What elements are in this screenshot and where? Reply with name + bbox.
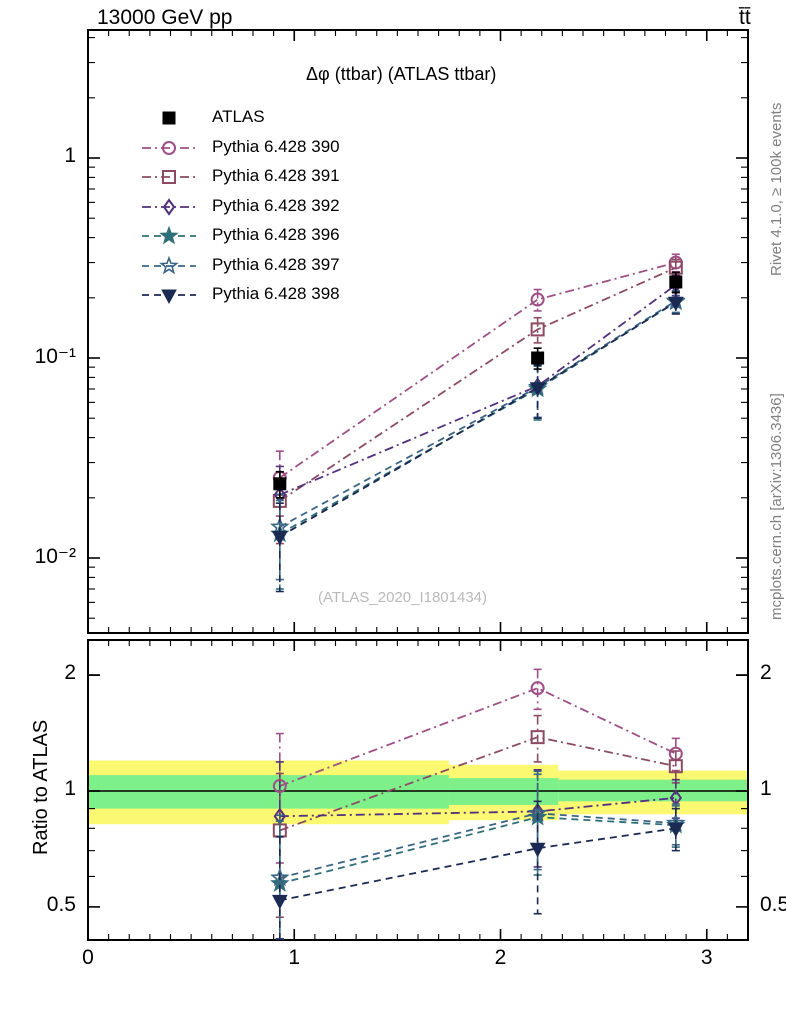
- ratio-ytick-right-1: 1: [760, 777, 772, 800]
- marker-square-filled: [273, 477, 287, 491]
- marker-circle-open: [530, 292, 545, 307]
- legend-sample: [162, 111, 176, 125]
- header-process-label: t̄t̄: [739, 6, 751, 29]
- marker-square-open: [162, 170, 176, 184]
- ratio-ytick-left-1: 1: [64, 777, 76, 800]
- marker-star-filled: [159, 225, 179, 245]
- legend-label: Pythia 6.428 397: [212, 254, 340, 274]
- series-pythia-6-428-397: [270, 289, 686, 581]
- marker-square-filled: [669, 275, 683, 289]
- marker-triangle-down: [529, 842, 546, 858]
- legend-sample: [142, 197, 196, 216]
- marker-square-open: [530, 730, 545, 745]
- xtick-1: 1: [288, 946, 301, 969]
- legend-sample: [142, 255, 196, 274]
- legend-label: Pythia 6.428 398: [212, 284, 340, 303]
- marker-triangle-down: [667, 822, 684, 838]
- series-pythia-6-428-392: [273, 274, 683, 539]
- ratio-ytick-right-2: 2: [760, 661, 772, 685]
- legend-label: Pythia 6.428 392: [212, 195, 340, 215]
- marker-circle-open: [162, 140, 176, 155]
- main-ytick-1: 1: [64, 144, 76, 167]
- marker-star-open: [159, 255, 179, 274]
- legend-label: Pythia 6.428 391: [212, 166, 340, 185]
- xtick-2: 2: [494, 946, 507, 969]
- marker-circle-open: [530, 681, 545, 696]
- xtick-0: 0: [82, 946, 94, 969]
- legend-sample: [142, 225, 196, 245]
- legend-sample: [142, 140, 196, 155]
- marker-triangle-down: [161, 289, 177, 305]
- ratio-ytick-left-0.5: 0.5: [46, 892, 76, 916]
- main-ytick-10⁻²: 10⁻²: [34, 545, 76, 568]
- xtick-3: 3: [700, 946, 713, 969]
- ratio-ytick-right-0.5: 0.5: [760, 892, 786, 916]
- header-beam-label: 13000 GeV pp: [97, 6, 233, 29]
- plot-title: Δφ (ttbar) (ATLAS ttbar): [306, 64, 497, 84]
- marker-square-open: [668, 759, 683, 774]
- marker-triangle-down: [271, 894, 288, 910]
- legend-label: Pythia 6.428 396: [212, 225, 340, 244]
- marker-square-filled: [162, 111, 176, 125]
- marker-square-open: [530, 322, 545, 337]
- legend-sample: [142, 289, 196, 305]
- marker-star-open: [270, 867, 290, 887]
- series-atlas: [273, 271, 683, 499]
- analysis-watermark: (ATLAS_2020_I1801434): [318, 589, 488, 606]
- marker-triangle-down: [667, 296, 684, 312]
- series-pythia-6-428-398: [271, 291, 684, 593]
- legend-label: ATLAS: [212, 107, 265, 126]
- marker-triangle-down: [271, 531, 288, 546]
- marker-square-filled: [531, 351, 545, 365]
- main-ytick-10⁻¹: 10⁻¹: [34, 345, 76, 368]
- marker-triangle-down: [529, 382, 546, 397]
- legend-sample: [142, 170, 196, 184]
- series-pythia-6-428-398: [271, 800, 684, 940]
- ratio-ytick-left-2: 2: [64, 661, 76, 685]
- legend-label: Pythia 6.428 390: [212, 136, 340, 156]
- marker-diamond-open: [162, 197, 176, 216]
